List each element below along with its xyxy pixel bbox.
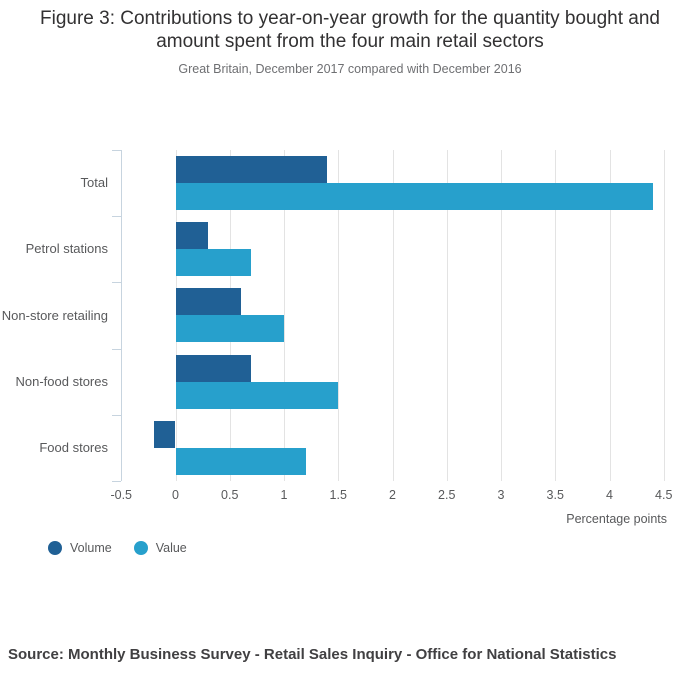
legend-item-volume: Volume	[48, 541, 112, 555]
x-tick-label-0.5: 0.5	[221, 488, 239, 502]
category-label-petrol-stations: Petrol stations	[25, 241, 108, 257]
x-tick-label-2: 2	[389, 488, 396, 502]
bar-value-petrol-stations	[175, 249, 252, 277]
bar-volume-food-stores	[153, 420, 176, 448]
x-tick-label-4: 4	[606, 488, 613, 502]
bar-volume-non-store-retailing	[175, 288, 241, 316]
gridline-1	[284, 150, 285, 481]
legend: Volume Value	[48, 541, 187, 555]
legend-label-volume: Volume	[70, 541, 112, 555]
x-tick-label-4.5: 4.5	[655, 488, 673, 502]
bar-volume-petrol-stations	[175, 222, 209, 250]
figure-title: Figure 3: Contributions to year-on-year …	[40, 8, 660, 52]
x-tick-label-3.5: 3.5	[546, 488, 564, 502]
x-tick-label-3: 3	[497, 488, 505, 502]
category-axis-tick	[112, 481, 122, 482]
source-note: Source: Monthly Business Survey - Retail…	[8, 646, 617, 663]
x-axis-title: Percentage points	[566, 512, 667, 526]
category-label-food-stores: Food stores	[39, 439, 108, 455]
category-label-non-food-stores: Non-food stores	[15, 373, 109, 389]
category-axis-tick	[112, 414, 122, 416]
legend-label-value: Value	[155, 541, 187, 555]
gridline-4.5	[663, 150, 665, 481]
category-axis-line	[121, 150, 123, 481]
x-tick-label-0: 0	[172, 488, 179, 502]
gridline-2.5	[446, 150, 448, 481]
x-tick-label-2.5: 2.5	[438, 488, 456, 502]
category-axis-tick	[112, 348, 122, 350]
x-tick-label-1.5: 1.5	[329, 488, 347, 502]
legend-item-value: Value	[133, 541, 187, 555]
bar-chart: Percentage points Volume Value Total Petro…	[0, 140, 700, 570]
category-axis-tick	[112, 216, 122, 218]
x-tick-label--0.5: -0.5	[110, 488, 133, 502]
gridline-2	[392, 150, 394, 481]
legend-swatch-volume-icon	[48, 541, 62, 555]
category-label-total: Total	[80, 175, 108, 191]
x-tick-label-1: 1	[280, 488, 288, 502]
figure-subtitle: Great Britain, December 2017 compared wi…	[178, 62, 522, 76]
category-axis-tick	[112, 282, 122, 284]
bar-value-non-food-stores	[175, 381, 339, 409]
bar-volume-non-food-stores	[175, 354, 252, 382]
legend-swatch-value-icon	[133, 541, 148, 555]
bar-value-non-store-retailing	[175, 315, 284, 343]
bar-value-total	[175, 183, 653, 210]
category-axis-tick	[112, 150, 122, 151]
gridline-1.5	[338, 150, 340, 481]
bar-volume-total	[175, 156, 328, 183]
gridline-3	[501, 150, 502, 481]
gridline-3.5	[555, 150, 557, 481]
gridline-4	[609, 150, 611, 481]
category-label-non-store-retailing: Non-store retailing	[1, 307, 108, 323]
bar-value-food-stores	[175, 447, 306, 475]
